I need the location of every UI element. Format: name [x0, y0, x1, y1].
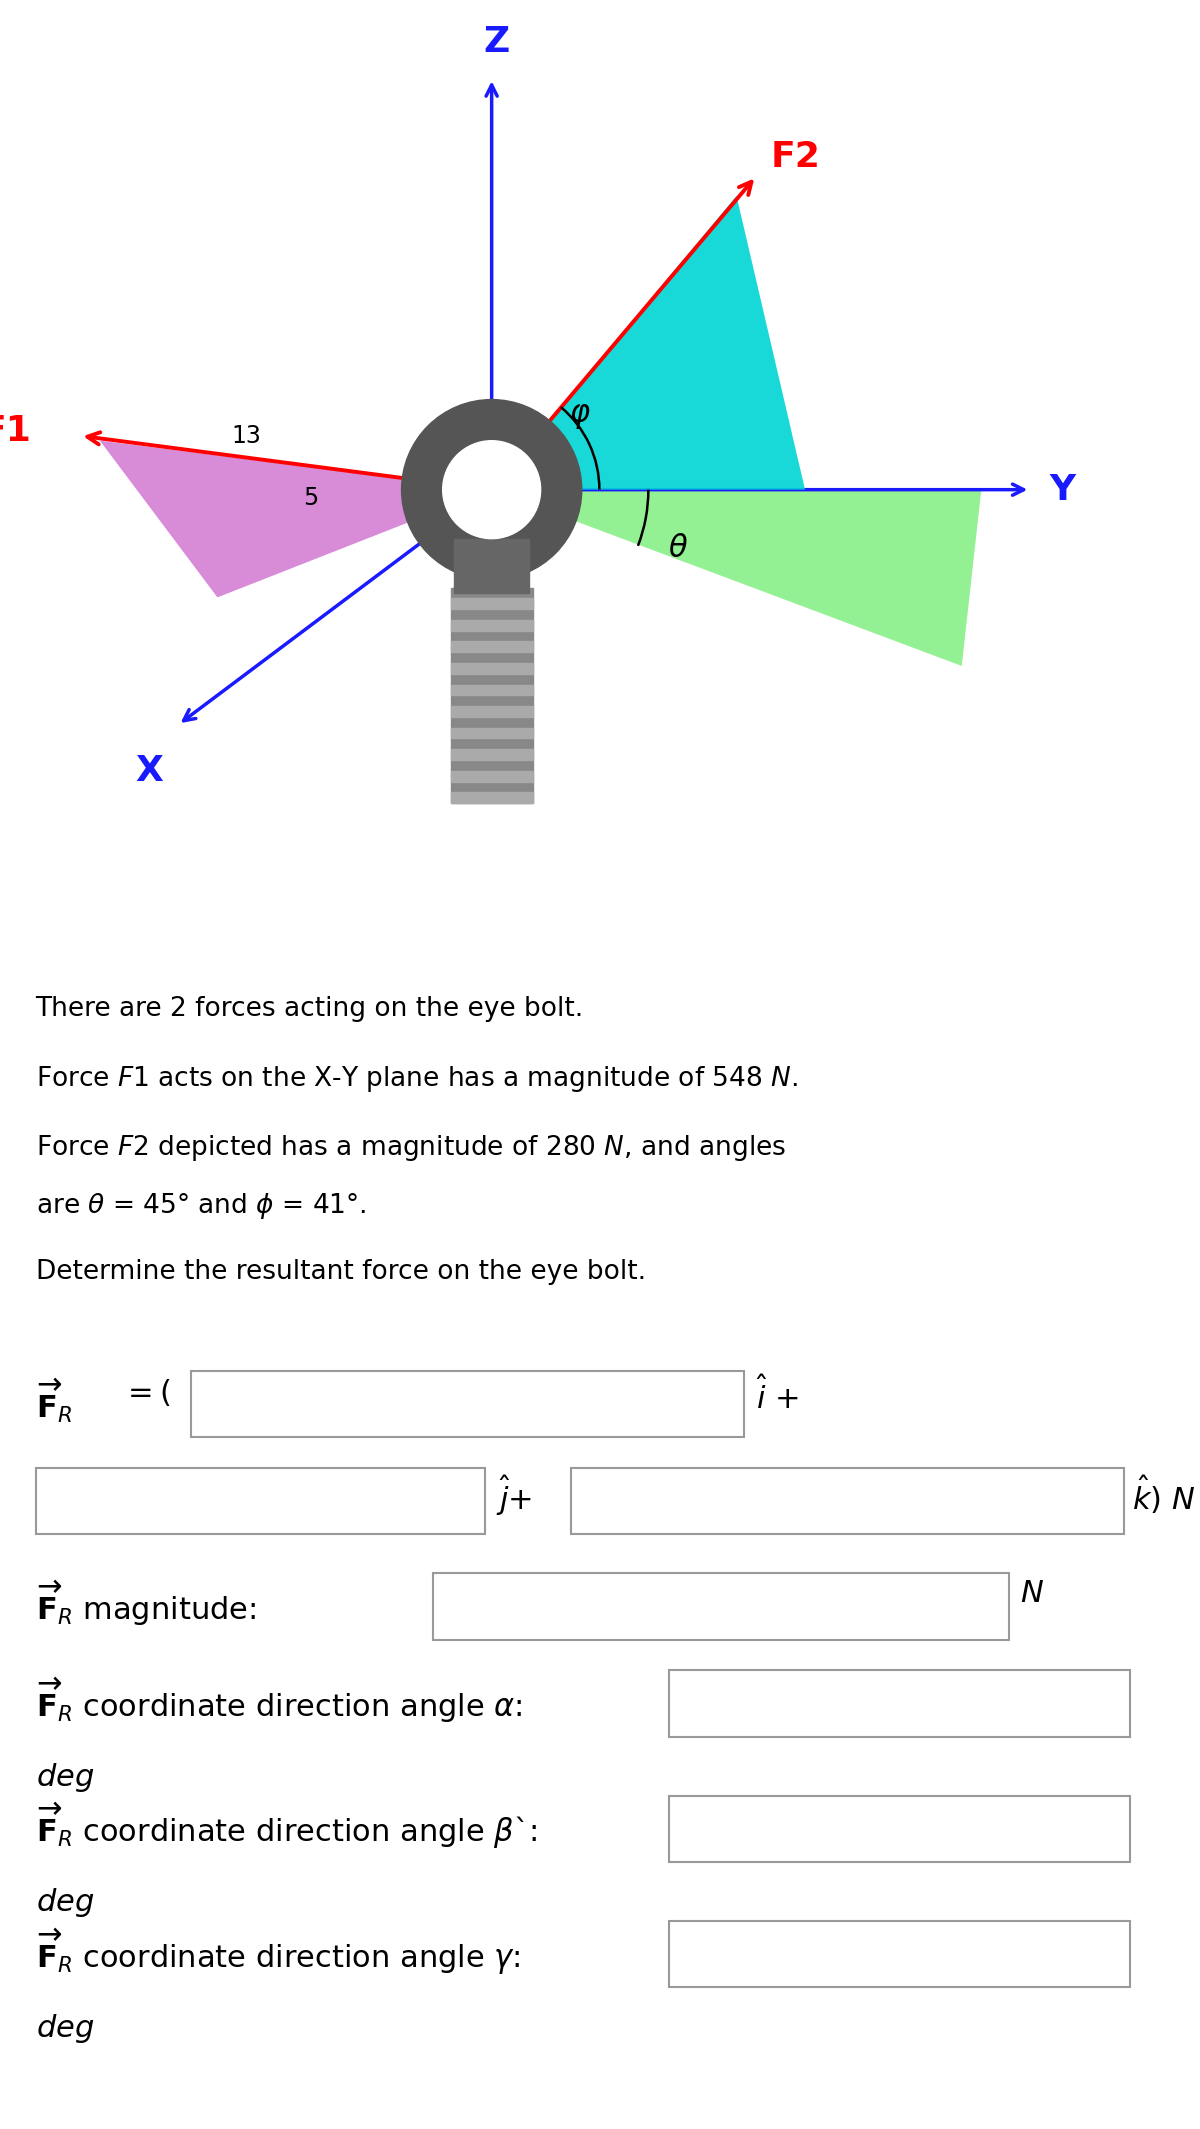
Text: are $\theta$ = 45° and $\phi$ = 41°.: are $\theta$ = 45° and $\phi$ = 41°.	[36, 1190, 366, 1220]
Text: $\overrightarrow{\mathbf{F}}_R$ coordinate direction angle $\gamma$:: $\overrightarrow{\mathbf{F}}_R$ coordina…	[36, 1927, 520, 1978]
Bar	[450, 728, 533, 739]
Polygon shape	[492, 196, 805, 490]
Bar	[450, 620, 533, 630]
Text: 13: 13	[232, 424, 262, 447]
Bar	[450, 749, 533, 760]
Bar	[450, 598, 533, 609]
Bar	[191, 1371, 744, 1437]
Circle shape	[402, 400, 582, 579]
Bar	[670, 1920, 1130, 1988]
Text: $\theta$: $\theta$	[667, 534, 688, 562]
Text: $\hat{j}$+: $\hat{j}$+	[497, 1473, 533, 1518]
Text: X: X	[134, 754, 163, 788]
Text: Determine the resultant force on the eye bolt.: Determine the resultant force on the eye…	[36, 1258, 646, 1284]
Polygon shape	[100, 441, 492, 598]
Circle shape	[443, 441, 541, 539]
Text: 12: 12	[422, 528, 452, 554]
Bar	[670, 1671, 1130, 1737]
Text: F1: F1	[0, 413, 31, 447]
Bar	[433, 1573, 1009, 1639]
Text: $\hat{k}$) $\mathit{N}$: $\hat{k}$) $\mathit{N}$	[1133, 1473, 1195, 1516]
Text: $\mathit{deg}$: $\mathit{deg}$	[36, 2012, 94, 2044]
Text: $\mathit{N}$: $\mathit{N}$	[1020, 1580, 1044, 1607]
Bar	[450, 792, 533, 803]
Text: $\overrightarrow{\mathbf{F}}_R$ coordinate direction angle $\beta$`:: $\overrightarrow{\mathbf{F}}_R$ coordina…	[36, 1801, 536, 1852]
Text: $\hat{i}$ +: $\hat{i}$ +	[756, 1377, 798, 1416]
Text: Force $\mathit{F}2$ depicted has a magnitude of 280 $N$, and angles: Force $\mathit{F}2$ depicted has a magni…	[36, 1133, 786, 1162]
Bar	[450, 588, 533, 803]
Polygon shape	[492, 490, 982, 666]
Text: Force $\mathit{F}1$ acts on the X-Y plane has a magnitude of 548 $N$.: Force $\mathit{F}1$ acts on the X-Y plan…	[36, 1064, 797, 1094]
Text: $\mathit{deg}$: $\mathit{deg}$	[36, 1761, 94, 1795]
Bar	[450, 686, 533, 696]
Text: $\mathit{deg}$: $\mathit{deg}$	[36, 1886, 94, 1920]
Text: 5: 5	[302, 485, 318, 509]
Text: There are 2 forces acting on the eye bolt.: There are 2 forces acting on the eye bol…	[36, 996, 583, 1022]
Bar	[670, 1795, 1130, 1863]
Text: $= ($: $= ($	[122, 1377, 170, 1407]
Text: Y: Y	[1050, 473, 1076, 507]
Bar	[450, 662, 533, 673]
Bar	[450, 771, 533, 781]
Bar	[450, 707, 533, 717]
Bar	[36, 1469, 485, 1535]
Bar	[450, 641, 533, 651]
Text: $\varphi$: $\varphi$	[569, 402, 590, 430]
Text: $\overrightarrow{\mathbf{F}}_R$: $\overrightarrow{\mathbf{F}}_R$	[36, 1377, 72, 1424]
Text: $\overrightarrow{\mathbf{F}}_R$ coordinate direction angle $\alpha$:: $\overrightarrow{\mathbf{F}}_R$ coordina…	[36, 1676, 522, 1724]
Bar	[455, 539, 529, 592]
Text: $\overrightarrow{\mathbf{F}}_R$ magnitude:: $\overrightarrow{\mathbf{F}}_R$ magnitud…	[36, 1580, 256, 1629]
Text: F2: F2	[770, 141, 821, 175]
Bar	[571, 1469, 1124, 1535]
Text: Z: Z	[484, 26, 510, 60]
